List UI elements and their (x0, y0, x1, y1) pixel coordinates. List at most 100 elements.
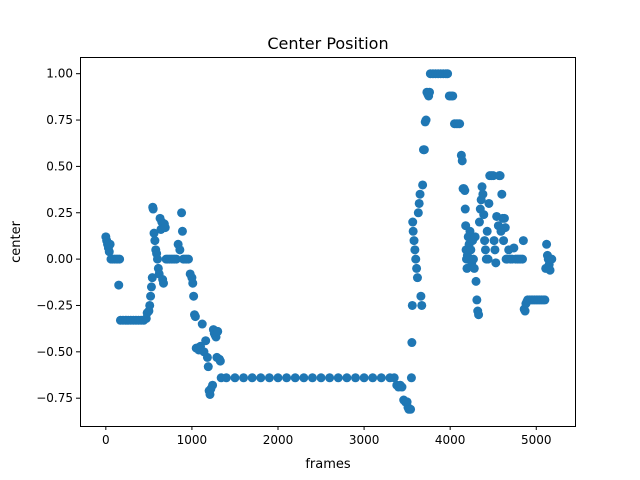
x-tick-label: 3000 (349, 433, 380, 447)
data-point (146, 282, 156, 292)
data-point (411, 254, 421, 264)
data-point (230, 373, 240, 383)
data-point (203, 362, 213, 372)
data-point (147, 273, 157, 283)
data-point (201, 336, 211, 346)
data-point (468, 254, 478, 264)
data-point (421, 115, 431, 125)
x-tick-label: 4000 (435, 433, 466, 447)
data-point (489, 236, 499, 246)
data-point (264, 373, 274, 383)
x-tick-label: 2000 (263, 433, 294, 447)
data-point (150, 236, 160, 246)
data-point (221, 373, 231, 383)
data-point (282, 373, 292, 383)
data-point (202, 352, 212, 362)
data-point (500, 223, 510, 233)
data-point (406, 404, 416, 414)
data-point (545, 265, 555, 275)
data-point (460, 204, 470, 214)
data-point (414, 198, 424, 208)
data-point (406, 373, 416, 383)
chart-title: Center Position (267, 34, 388, 53)
data-point (183, 254, 193, 264)
data-point (247, 373, 257, 383)
data-point (316, 373, 326, 383)
data-point (547, 254, 557, 264)
y-tick-label: 0.25 (46, 206, 73, 220)
data-point (407, 338, 417, 348)
data-point (412, 273, 422, 283)
data-point (484, 198, 494, 208)
data-point (299, 373, 309, 383)
data-point (389, 373, 399, 383)
data-point (480, 245, 490, 255)
data-point (540, 295, 550, 305)
plot-frame (80, 57, 576, 427)
data-point (490, 245, 500, 255)
data-point (410, 245, 420, 255)
x-tick-label: 1000 (177, 433, 208, 447)
data-point (478, 189, 488, 199)
data-point (518, 236, 528, 246)
data-point (425, 87, 435, 97)
y-tick-label: 1.00 (46, 67, 73, 81)
data-point (114, 280, 124, 290)
data-point (146, 291, 156, 301)
y-tick-label: −0.25 (36, 298, 73, 312)
y-tick-label: −0.75 (36, 391, 73, 405)
data-point (419, 145, 429, 155)
data-point (148, 204, 158, 214)
data-point (497, 189, 507, 199)
data-point (460, 186, 470, 196)
y-axis-label: center (9, 220, 24, 262)
data-point (409, 236, 419, 246)
data-point (189, 291, 199, 301)
y-tick-label: 0.50 (46, 159, 73, 173)
data-point (105, 239, 115, 249)
data-point (350, 373, 360, 383)
data-point (177, 208, 187, 218)
data-point (239, 373, 249, 383)
x-tick-label: 5000 (521, 433, 552, 447)
data-point (376, 373, 386, 383)
data-point (256, 373, 266, 383)
data-point (177, 226, 187, 236)
data-point (333, 373, 343, 383)
data-point (159, 278, 168, 288)
data-point (190, 312, 200, 322)
data-point (415, 189, 425, 199)
data-point (368, 373, 378, 383)
data-point (407, 300, 417, 310)
data-point (509, 243, 519, 253)
data-point (480, 236, 490, 246)
y-tick-label: −0.50 (36, 345, 73, 359)
data-point (443, 69, 453, 79)
data-point (171, 254, 181, 264)
y-axis: −0.75 −0.50 −0.25 0.00 0.25 0.50 0.75 1.00 (36, 67, 80, 405)
data-point (495, 171, 505, 181)
data-point (213, 326, 223, 336)
data-points (101, 69, 557, 414)
data-point (152, 254, 162, 264)
data-point (412, 263, 422, 273)
data-point (408, 226, 418, 236)
data-point (474, 217, 484, 227)
data-point (491, 258, 501, 268)
data-point (482, 226, 492, 236)
x-tick-label: 0 (102, 433, 110, 447)
data-point (104, 247, 114, 257)
data-point (175, 245, 185, 255)
data-point (290, 373, 300, 383)
data-point (470, 232, 480, 242)
data-point (499, 213, 509, 223)
data-point (517, 254, 527, 264)
data-point (149, 228, 159, 238)
data-point (471, 276, 481, 286)
data-point (472, 295, 482, 305)
data-point (418, 180, 428, 190)
data-point (417, 300, 427, 310)
data-point (477, 182, 487, 192)
y-tick-label: 0.00 (46, 252, 73, 266)
data-point (413, 208, 423, 218)
